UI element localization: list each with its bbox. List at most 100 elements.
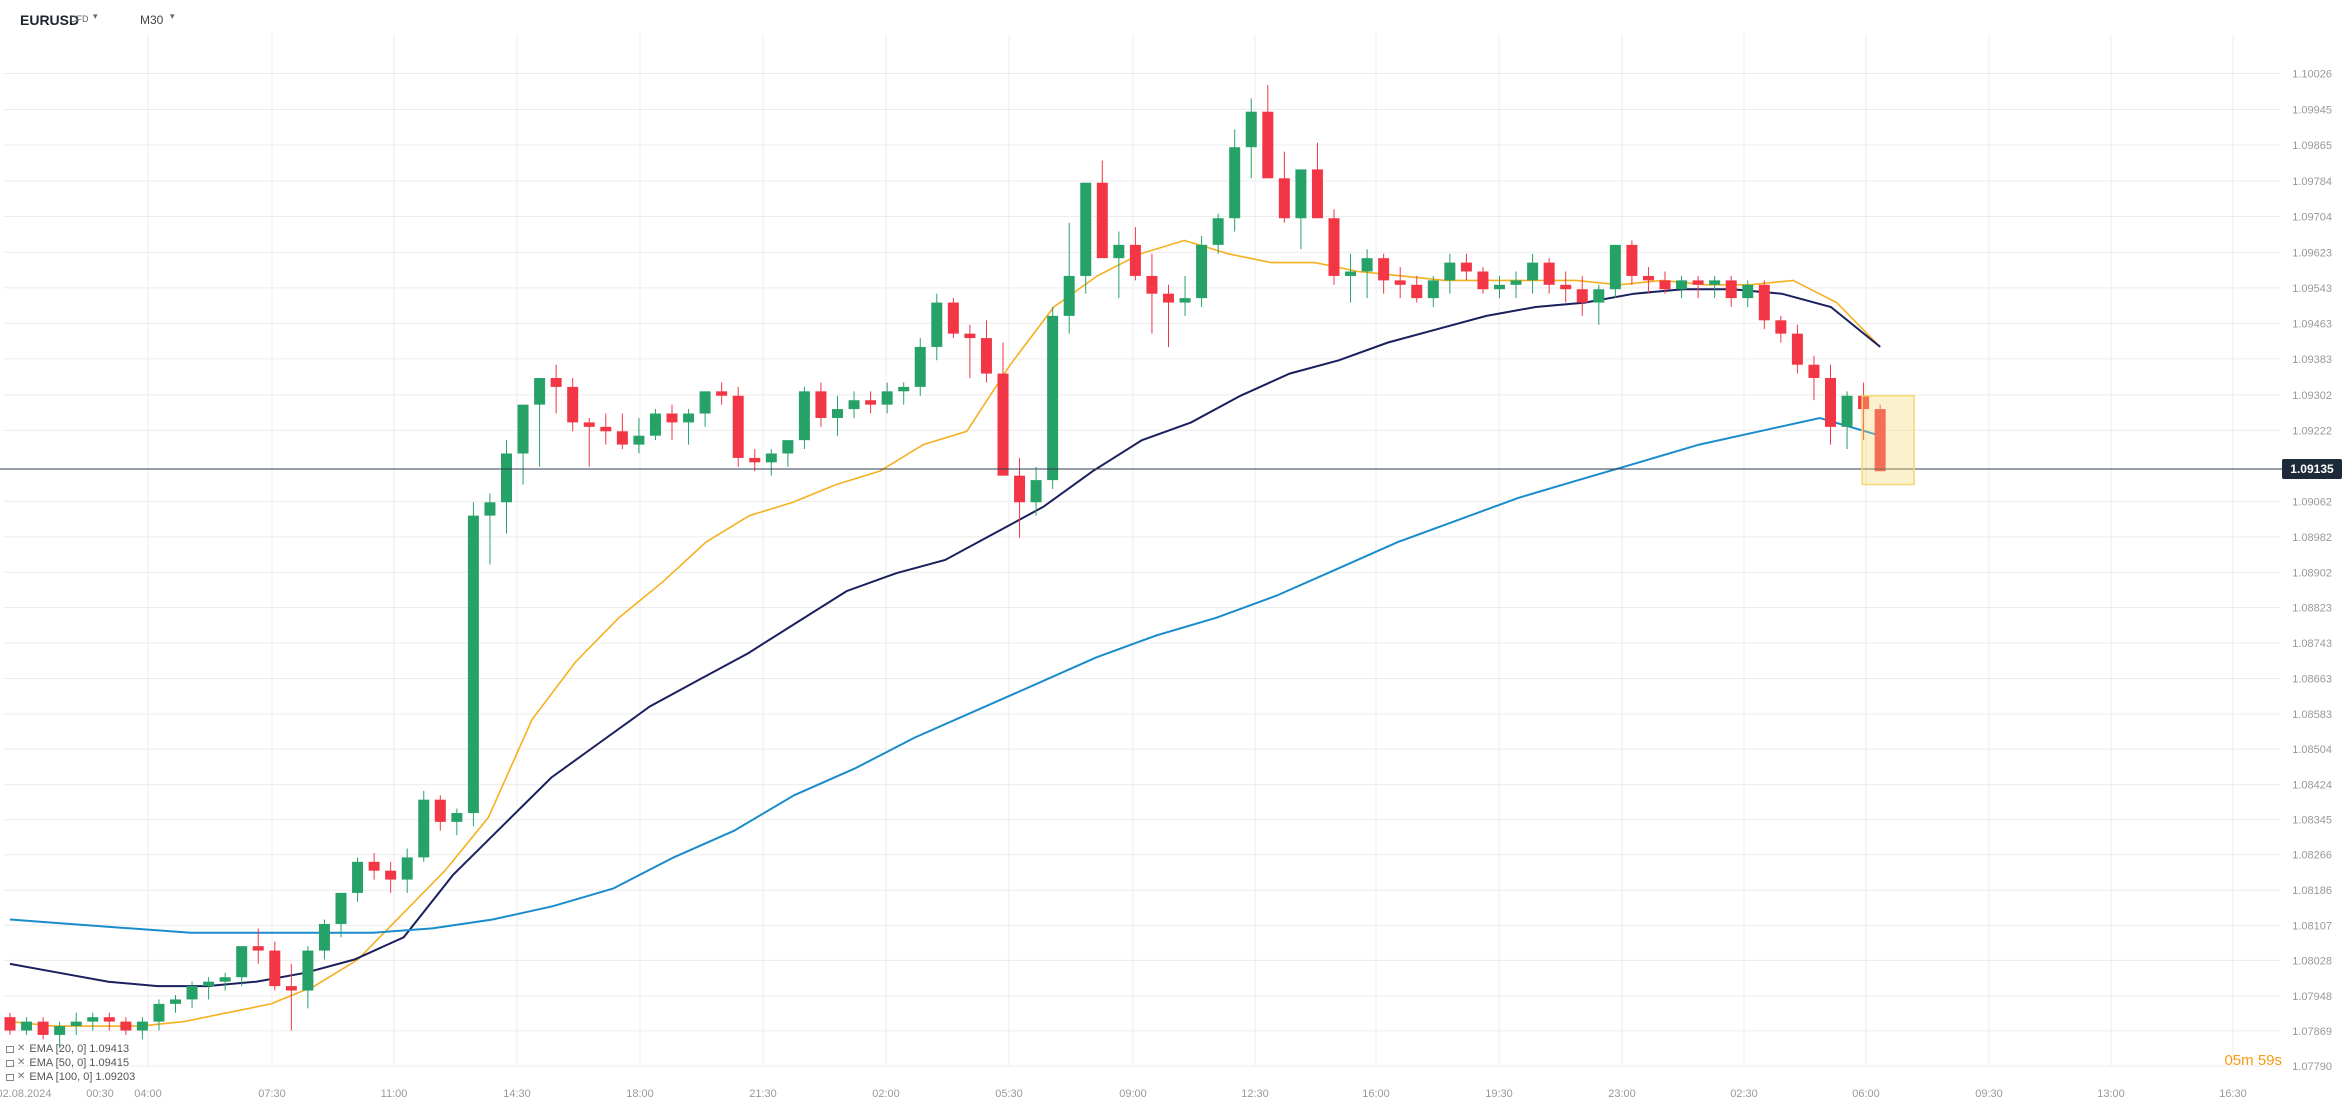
settings-icon[interactable] [6,1059,14,1067]
countdown-minutes-unit: m [2241,1052,2254,1069]
legend-row-ema50[interactable]: ✕ EMA [50, 0] 1.09415 [6,1056,135,1070]
candle-body [368,861,380,871]
y-tick-label: 1.09543 [2292,283,2332,295]
candle [1212,213,1224,254]
candle-body [1063,275,1075,316]
candle [136,1017,148,1040]
timeframe-dropdown-icon[interactable]: ▾ [170,11,175,21]
candle-body [385,870,397,880]
candle [649,409,661,441]
candle-body [1874,409,1886,472]
x-tick-label: 04:00 [134,1088,162,1100]
candle [633,417,645,454]
settings-icon[interactable] [6,1073,14,1081]
candle [120,1017,132,1035]
symbol-selector[interactable]: EURUSD [20,12,80,28]
chart-toolbar: EURUSD CFD ▾ M30 ▾ [0,0,2348,36]
close-icon[interactable]: ✕ [17,1057,26,1068]
candle [1444,253,1456,294]
candle-body [1427,280,1439,299]
candle [716,382,728,405]
candle [1179,275,1191,316]
candle-body [1808,364,1820,379]
candle-body [70,1021,82,1027]
y-tick-label: 1.09383 [2292,354,2332,366]
legend-row-ema20[interactable]: ✕ EMA [20, 0] 1.09413 [6,1042,135,1056]
candle [947,298,959,339]
candle-body [1543,262,1555,285]
countdown-seconds: 59 [2257,1052,2275,1069]
close-icon[interactable]: ✕ [17,1043,26,1054]
candle [252,928,264,964]
candle [203,977,215,1000]
x-tick-label: 12:30 [1241,1088,1269,1100]
candle-body [1841,395,1853,427]
candle [683,409,695,445]
ema-lines [9,239,1881,1027]
candle-body [1080,182,1092,276]
candle [1709,275,1721,299]
candle-body [285,986,297,991]
ema-line-2 [9,416,1881,934]
y-tick-label: 1.07948 [2292,991,2332,1003]
candle [1427,275,1439,307]
candle-body [252,946,264,951]
y-tick-label: 1.08504 [2292,744,2332,756]
candle [21,1017,33,1035]
candle-body [1113,244,1125,259]
timeframe-selector[interactable]: M30 [140,13,164,27]
candle-body [1659,280,1671,290]
axes: 1.10026 1.09945 1.09865 1.09784 1.09704 1.096… [0,69,2332,1100]
close-icon[interactable]: ✕ [17,1071,26,1082]
candle-body [484,502,496,516]
legend-row-ema100[interactable]: ✕ EMA [100, 0] 1.09203 [6,1070,135,1084]
candle [1593,284,1605,325]
y-tick-label: 1.09222 [2292,425,2332,437]
y-tick-label: 1.08424 [2292,780,2332,792]
y-tick-label: 1.09463 [2292,318,2332,330]
settings-icon[interactable] [6,1045,14,1053]
candle [1576,275,1588,316]
countdown-seconds-unit: s [2274,1052,2283,1069]
x-tick-label: 13:00 [2097,1088,2125,1100]
candle [1808,355,1820,401]
candle [1146,253,1158,334]
candle-body [1576,289,1588,303]
candle [1758,280,1770,330]
candle [881,382,893,414]
candle [467,502,479,827]
symbol-type-tag: CFD [70,14,89,24]
candle [1047,307,1059,489]
candle [1262,85,1274,179]
y-tick-label: 1.08345 [2292,815,2332,827]
candle-body [186,986,198,1000]
candle-body [732,395,744,458]
candle [898,382,910,405]
candle [1295,169,1307,250]
candle [832,395,843,436]
candle [699,391,711,427]
candle-body [1642,275,1654,281]
candle [1560,271,1572,303]
candle [153,999,165,1031]
candle-body [37,1021,49,1035]
symbol-dropdown-icon[interactable]: ▾ [93,11,98,21]
candle [848,391,860,418]
candle-body [1129,244,1141,276]
y-tick-label: 1.09865 [2292,140,2332,152]
candle [103,1012,115,1031]
x-tick-label: 11:00 [381,1088,408,1100]
candle-body [550,378,562,387]
candle-body [87,1017,99,1022]
candle [964,324,976,379]
candle [1378,253,1390,294]
candle [401,848,413,893]
candle-body [1014,475,1026,503]
candle [1477,267,1489,294]
candle-body [21,1021,33,1031]
candle [352,857,364,902]
candle-body [1709,280,1721,285]
candle-body [1361,258,1373,272]
candle [1543,258,1555,294]
